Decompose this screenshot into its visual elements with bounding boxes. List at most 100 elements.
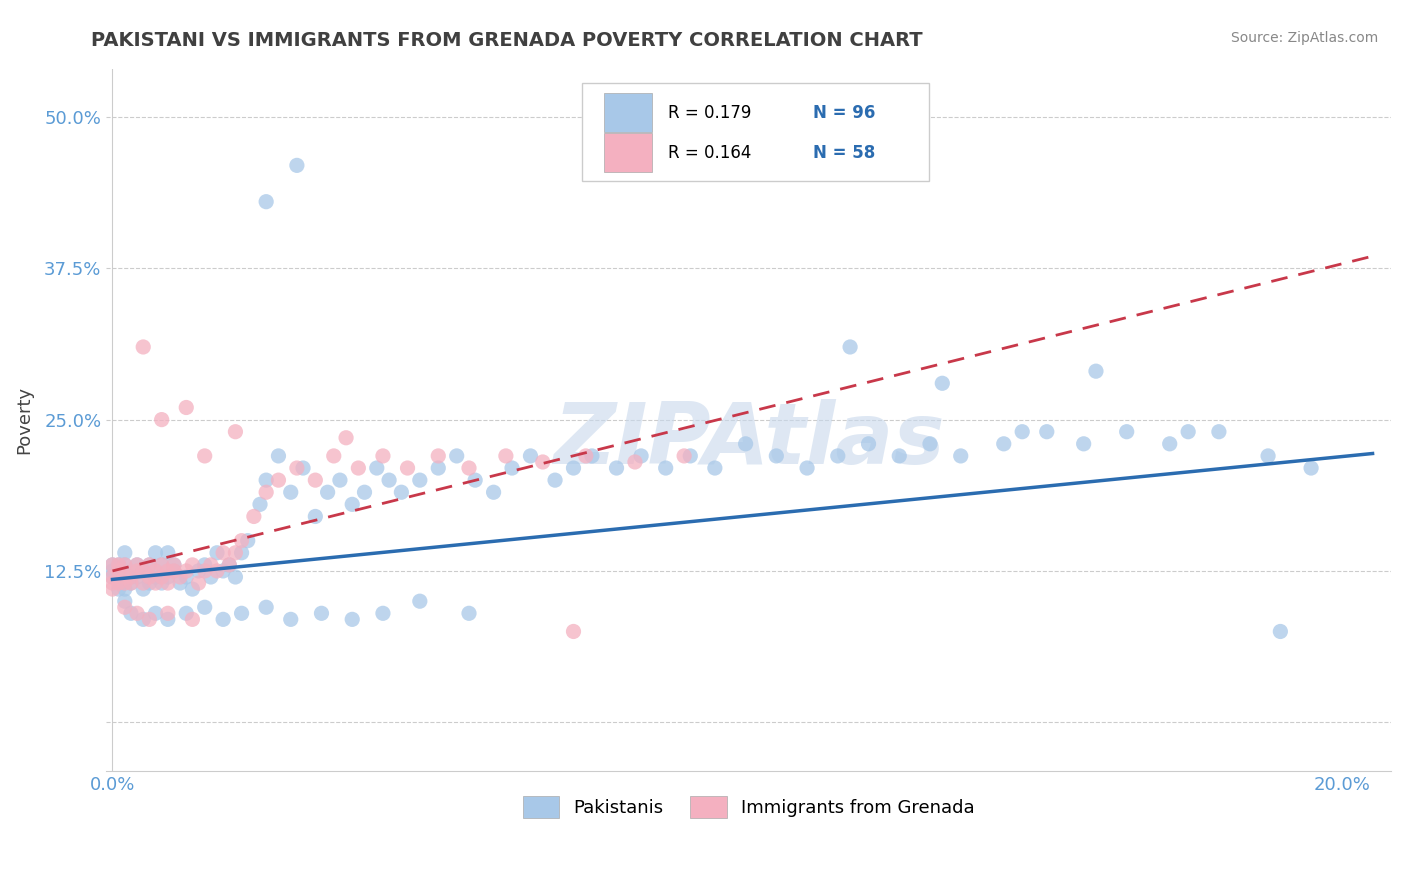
Point [132,564,155,578]
Point [138,558,160,572]
Point [544,473,567,487]
Point [446,449,468,463]
Point [169,570,191,584]
Point [125,558,148,572]
Point [194,449,217,463]
Point [132,576,155,591]
Point [495,449,517,463]
Point [765,449,787,463]
Point [150,412,173,426]
Point [224,546,246,560]
Point [243,509,266,524]
Point [734,437,756,451]
Point [163,564,186,578]
Point [231,533,253,548]
Point [371,607,394,621]
Point [169,576,191,591]
Point [427,449,450,463]
Point [249,497,271,511]
Point [181,558,204,572]
Point [458,461,481,475]
Point [285,461,308,475]
Point [101,570,124,584]
Point [224,570,246,584]
Point [101,582,124,596]
Point [120,576,142,591]
Point [114,582,136,596]
Point [138,576,160,591]
Point [231,546,253,560]
Point [107,582,129,596]
Point [562,461,585,475]
Point [114,558,136,572]
Point [519,449,541,463]
Text: ZIPAtlas: ZIPAtlas [553,400,945,483]
Text: PAKISTANI VS IMMIGRANTS FROM GRENADA POVERTY CORRELATION CHART: PAKISTANI VS IMMIGRANTS FROM GRENADA POV… [91,31,922,50]
Point [156,612,179,626]
Point [125,607,148,621]
Point [120,570,142,584]
Point [679,449,702,463]
Point [304,509,326,524]
Point [114,570,136,584]
Point [1036,425,1059,439]
Point [292,461,315,475]
Point [150,558,173,572]
Point [1299,461,1322,475]
Point [427,461,450,475]
Point [194,558,217,572]
Point [150,558,173,572]
Point [138,570,160,584]
Point [624,455,647,469]
Point [145,546,167,560]
Point [212,546,235,560]
Point [280,485,302,500]
Point [194,564,217,578]
Text: Source: ZipAtlas.com: Source: ZipAtlas.com [1230,31,1378,45]
Point [174,607,197,621]
Point [1115,425,1137,439]
Point [174,401,197,415]
Point [371,449,394,463]
Point [107,564,129,578]
Point [630,449,652,463]
Point [205,564,228,578]
Point [918,437,941,451]
Point [145,576,167,591]
Point [187,564,209,578]
Point [329,473,352,487]
Point [181,582,204,596]
Point [389,485,412,500]
Point [150,570,173,584]
Point [654,461,676,475]
Point [858,437,880,451]
Point [562,624,585,639]
FancyBboxPatch shape [582,83,928,181]
Point [889,449,911,463]
Point [482,485,505,500]
Point [311,607,333,621]
Point [280,612,302,626]
Point [285,158,308,172]
Point [254,194,277,209]
Point [267,473,290,487]
Point [145,564,167,578]
Point [114,600,136,615]
Point [673,449,696,463]
Text: N = 58: N = 58 [813,144,875,161]
Point [231,607,253,621]
Point [114,594,136,608]
Point [1073,437,1095,451]
FancyBboxPatch shape [603,134,652,172]
Point [796,461,818,475]
Point [353,485,375,500]
Point [335,431,357,445]
Point [187,576,209,591]
Text: R = 0.164: R = 0.164 [668,144,751,161]
Point [1270,624,1292,639]
Point [347,461,370,475]
Point [396,461,419,475]
Point [132,612,155,626]
Point [101,558,124,572]
Point [101,558,124,572]
